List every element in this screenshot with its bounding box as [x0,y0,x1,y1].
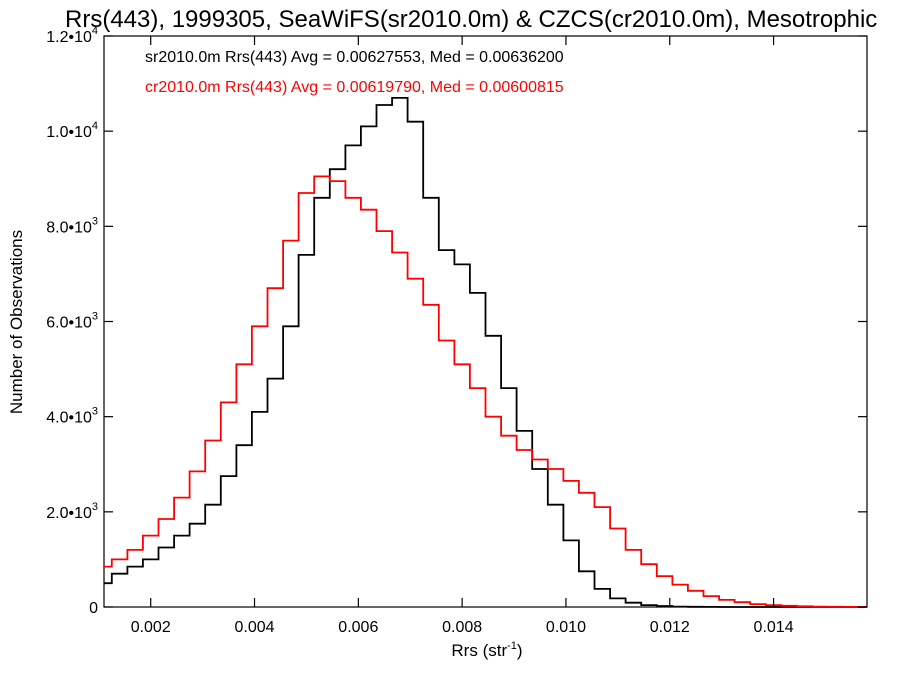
x-axis: 0.002 0.004 0.006 0.008 0.010 0.012 0.014 [131,36,794,636]
y-tick-label: 4.0•103 [46,406,98,427]
x-tick-label: 0.002 [131,619,171,636]
y-tick-label: 6.0•103 [46,311,98,332]
y-tick-label: 8.0•103 [46,215,98,236]
y-tick-label: 2.0•103 [46,501,98,522]
x-tick-label: 0.012 [650,619,690,636]
x-tick-label: 0.014 [754,619,794,636]
chart-title: Rrs(443), 1999305, SeaWiFS(sr2010.0m) & … [65,6,877,33]
y-tick-label: 1.2•104 [46,25,98,46]
x-tick-label: 0.006 [338,619,378,636]
x-axis-label: Rrs (str-1) [451,640,522,660]
legend-entry-sr2010: sr2010.0m Rrs(443) Avg = 0.00627553, Med… [145,49,564,66]
y-axis: 0 2.0•103 4.0•103 6.0•103 8.0•103 1.0•104 1.2•… [46,25,867,617]
y-axis-label: Number of Observations [7,230,26,414]
legend-entry-cr2010: cr2010.0m Rrs(443) Avg = 0.00619790, Med… [145,79,564,96]
y-tick-label: 1.0•104 [46,120,98,141]
x-tick-label: 0.008 [442,619,482,636]
x-tick-label: 0.004 [235,619,275,636]
series-line-cr2010.0m [104,175,867,608]
y-tick-label: 0 [89,600,98,617]
series-line-sr2010.0m [104,97,867,608]
series-group [104,97,867,608]
x-tick-label: 0.010 [546,619,586,636]
